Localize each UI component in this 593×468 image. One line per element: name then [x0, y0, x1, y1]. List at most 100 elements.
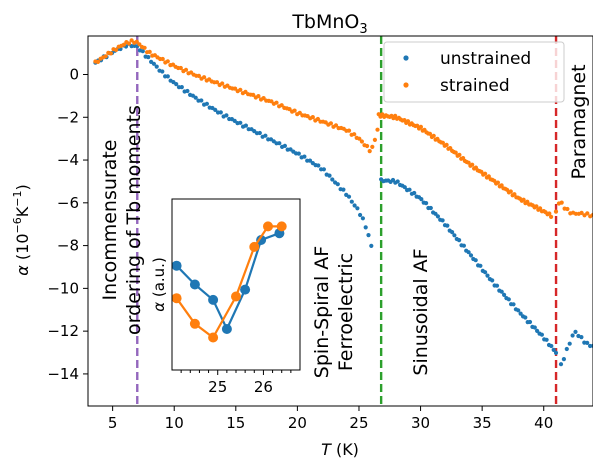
point-unstrained-0-47	[224, 113, 229, 118]
inset-point-strained-3	[231, 291, 241, 302]
point-unstrained-1-56	[511, 302, 516, 307]
y-tick-label-2: −4	[57, 151, 79, 169]
legend-marker-unstrained	[403, 55, 409, 61]
svg-text:α (10−6K−1): α (10−6K−1)	[11, 184, 32, 275]
point-unstrained-1-58	[516, 308, 521, 313]
point-strained-1-51	[470, 162, 475, 167]
point-strained-0-86	[315, 116, 320, 122]
point-unstrained-1-45	[485, 273, 490, 278]
point-unstrained-1-72	[549, 343, 554, 349]
inset-x-tick-label-0: 25	[208, 378, 227, 396]
point-strained-0-106	[367, 149, 372, 154]
annotation-sinusoidal: Sinusoidal AF	[410, 248, 432, 375]
point-strained-0-65	[261, 96, 266, 101]
svg-text:Ferroelectric: Ferroelectric	[335, 253, 357, 371]
point-unstrained-1-14	[412, 190, 417, 196]
legend-marker-strained	[403, 82, 409, 88]
point-unstrained-0-82	[321, 167, 326, 172]
point-strained-0-54	[233, 86, 238, 91]
annotation-paramagnet: Paramagnet	[568, 64, 590, 179]
point-strained-0-6	[108, 51, 113, 56]
svg-text:Spin-Spiral AF: Spin-Spiral AF	[311, 246, 333, 378]
point-unstrained-0-94	[355, 206, 360, 211]
point-strained-0-35	[183, 67, 189, 72]
point-unstrained-1-30	[450, 230, 455, 235]
point-unstrained-1-7	[395, 179, 400, 184]
inset-point-unstrained-0	[171, 260, 182, 271]
point-unstrained-0-77	[307, 158, 313, 163]
point-unstrained-0-95	[358, 212, 363, 218]
point-unstrained-1-66	[535, 328, 540, 333]
point-strained-0-109	[375, 127, 380, 132]
point-strained-0-63	[256, 94, 261, 99]
point-unstrained-2-11	[590, 343, 593, 348]
point-unstrained-0-38	[199, 98, 204, 103]
svg-text:Incommensurate: Incommensurate	[99, 140, 121, 301]
point-strained-1-86	[534, 204, 539, 209]
point-strained-1-23	[418, 124, 423, 129]
point-strained-0-42	[202, 75, 207, 80]
point-unstrained-1-26	[440, 218, 445, 223]
point-unstrained-2-0	[558, 362, 564, 367]
point-strained-2-11	[585, 211, 590, 216]
point-strained-0-103	[359, 139, 364, 144]
point-strained-2-2	[559, 200, 564, 205]
point-unstrained-0-68	[282, 143, 287, 148]
point-unstrained-1-21	[428, 205, 433, 211]
inset-point-strained-5	[263, 221, 273, 232]
x-tick-label-5: 30	[411, 414, 430, 432]
point-unstrained-1-17	[419, 197, 424, 202]
point-unstrained-0-19	[146, 55, 151, 60]
point-strained-0-26	[160, 56, 165, 62]
point-unstrained-0-29	[174, 82, 179, 87]
legend: unstrained strained	[383, 41, 565, 103]
point-strained-0-98	[346, 128, 352, 133]
point-unstrained-0-22	[154, 64, 159, 69]
point-strained-1-49	[466, 160, 471, 165]
point-unstrained-2-9	[585, 340, 590, 345]
point-unstrained-0-54	[243, 123, 248, 128]
point-unstrained-1-54	[506, 297, 511, 302]
point-strained-0-8	[114, 47, 119, 53]
svg-text:Paramagnet: Paramagnet	[568, 64, 590, 179]
point-unstrained-2-4	[570, 333, 575, 338]
point-strained-0-1	[95, 59, 101, 64]
point-strained-0-61	[251, 92, 256, 97]
point-strained-0-108	[372, 137, 377, 142]
x-axis-label: T (K)	[321, 440, 359, 459]
point-unstrained-0-73	[296, 151, 301, 156]
point-unstrained-0-92	[349, 199, 354, 204]
point-unstrained-0-45	[218, 110, 223, 115]
point-unstrained-0-89	[341, 187, 346, 192]
point-unstrained-0-80	[316, 163, 321, 168]
point-unstrained-0-40	[204, 101, 209, 106]
point-unstrained-0-31	[179, 85, 184, 90]
point-strained-0-100	[352, 132, 357, 137]
point-strained-0-70	[274, 100, 279, 105]
point-strained-0-79	[297, 110, 302, 115]
point-unstrained-0-24	[160, 69, 165, 74]
plot-frame	[87, 35, 593, 407]
point-strained-0-16	[134, 39, 139, 44]
point-strained-0-47	[214, 80, 220, 85]
point-unstrained-1-44	[483, 270, 488, 275]
annotation-spin-spiral: Spin-Spiral AF Ferroelectric	[311, 246, 357, 378]
point-unstrained-2-5	[573, 329, 578, 334]
x-tick-label-6: 35	[473, 414, 492, 432]
point-strained-0-91	[328, 121, 333, 126]
point-strained-0-49	[220, 81, 225, 86]
inset-point-strained-0	[171, 293, 182, 304]
point-strained-1-28	[427, 131, 433, 136]
point-unstrained-1-68	[539, 332, 545, 337]
point-unstrained-1-35	[461, 243, 466, 248]
point-unstrained-2-2	[564, 346, 569, 352]
x-tick-label-1: 10	[165, 414, 184, 432]
inset-x-tick-label-1: 26	[254, 378, 273, 396]
point-strained-0-17	[137, 42, 142, 47]
legend-box	[383, 41, 565, 103]
chart-title: TbMnO3	[291, 11, 367, 37]
point-strained-1-42	[453, 150, 458, 155]
point-strained-1-94	[549, 214, 554, 219]
point-unstrained-1-12	[407, 187, 412, 192]
point-strained-0-13	[126, 41, 132, 46]
